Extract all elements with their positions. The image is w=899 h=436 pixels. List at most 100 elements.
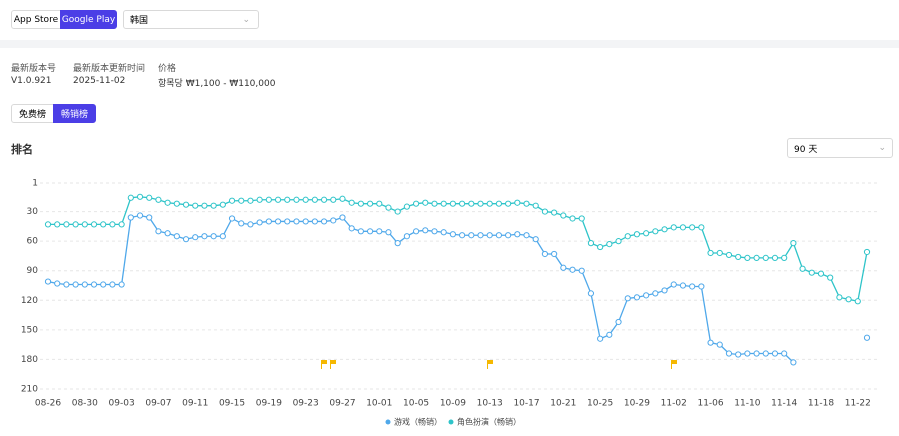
point [210,202,217,209]
point [173,233,180,240]
point [716,341,723,348]
point [192,234,199,241]
point [376,228,383,235]
point [523,200,530,207]
point [679,282,687,289]
point [228,197,236,204]
point [698,224,705,231]
point [725,350,733,357]
point [412,228,420,235]
point [293,218,300,225]
point [495,232,503,239]
point [486,200,493,207]
point [753,350,760,357]
point [514,231,521,238]
point [744,254,751,262]
info-label: 最新版本号 [11,64,57,74]
point [109,221,116,228]
info-label: 最新版本更新时间 [73,64,146,74]
point [689,224,696,231]
point [357,200,364,207]
point [670,224,677,231]
point [551,209,558,216]
point [90,281,98,288]
x-tick-label: 10-29 [624,399,650,409]
point [440,229,447,236]
tab-active[interactable]: Google Play [60,10,117,29]
point [817,270,825,277]
point [689,283,696,290]
period-select[interactable]: 90 天 ⌄ [787,138,893,158]
point [587,290,595,297]
tab-active[interactable]: 畅销榜 [53,104,96,123]
point [652,228,659,235]
point [790,240,797,247]
point [771,254,779,262]
x-tick-label: 10-05 [403,399,429,409]
point [330,217,337,224]
point [44,221,52,228]
point [385,204,392,211]
point [320,218,328,225]
point [661,226,668,233]
point [569,215,576,222]
point [569,266,576,273]
section-title: 排名 [11,143,33,156]
point [348,225,355,232]
point [422,199,429,206]
tab[interactable]: App Store [11,10,61,29]
point [136,212,144,219]
x-tick-label: 08-26 [35,399,61,409]
point [505,200,512,207]
point [219,201,226,208]
point [54,221,61,228]
x-tick-label: 08-30 [72,399,98,409]
info-value: 항목당 ₩1,100 - ₩110,000 [158,79,276,89]
point [587,240,595,247]
point [808,269,815,276]
y-tick-label: 1 [32,179,38,189]
point [385,229,392,236]
point [339,214,346,221]
point [302,196,309,203]
point [238,220,245,227]
update-flags [321,360,677,369]
region: 韩国 [130,16,149,26]
point [44,278,52,285]
tab[interactable]: 免费榜 [11,104,54,123]
point [109,281,116,288]
point [173,200,180,207]
y-tick-label: 150 [21,325,38,335]
point [753,254,760,262]
point [311,196,318,203]
point [514,199,521,206]
x-tick-label: 10-01 [366,399,392,409]
x-tick-label: 11-06 [697,399,723,409]
point [412,200,420,207]
y-tick-label: 120 [21,296,38,306]
region-select[interactable]: 韩国 ⌄ [123,10,259,29]
point [578,267,585,274]
point [477,232,484,239]
point [164,199,171,206]
point [274,218,282,225]
point [320,196,328,203]
point [468,232,475,239]
point [311,218,318,225]
point [606,331,613,338]
point [744,350,751,357]
point [136,193,144,200]
x-tick-label: 09-23 [293,399,319,409]
point [146,194,153,201]
point [643,230,650,237]
point [155,228,162,235]
point [422,227,429,234]
x-tick-label: 11-02 [661,399,687,409]
point [606,241,613,248]
point [127,194,134,201]
point [330,196,337,203]
chevron: ⌄ [878,143,886,153]
point [633,231,641,238]
